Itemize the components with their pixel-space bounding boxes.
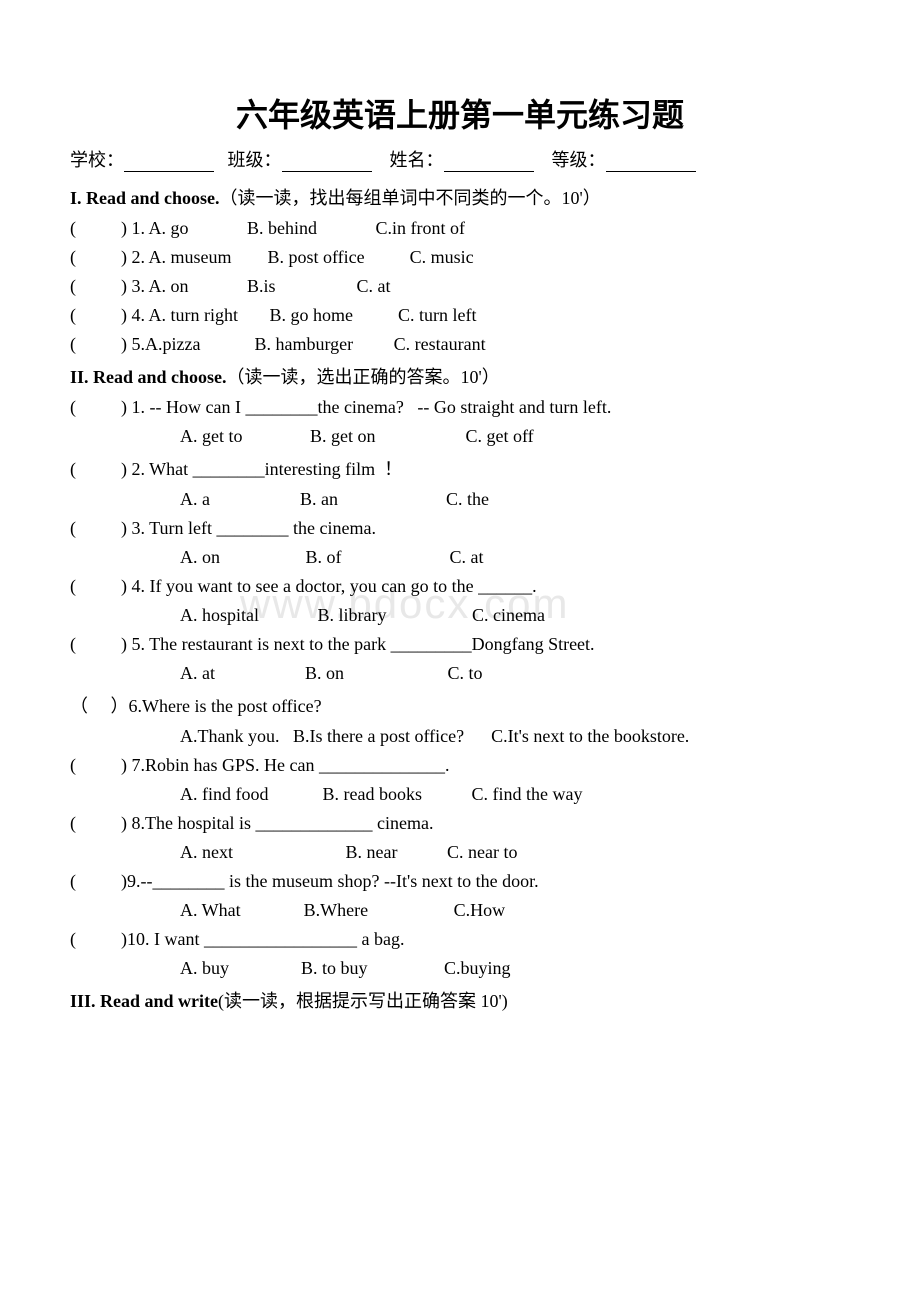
class-label: 班级： — [228, 150, 282, 170]
s2-a1: A. get to B. get on C. get off — [70, 426, 850, 447]
section-2-header: II. Read and choose.（读一读，选出正确的答案。10'） — [70, 363, 850, 389]
s2-q9: ( )9.--________ is the museum shop? --It… — [70, 871, 850, 892]
s1-q5: ( ) 5.A.pizza B. hamburger C. restaurant — [70, 334, 850, 355]
s2-a2: A. a B. an C. the — [70, 489, 850, 510]
s2-a8: A. next B. near C. near to — [70, 842, 850, 863]
s2-q5: ( ) 5. The restaurant is next to the par… — [70, 634, 850, 655]
s2-a10: A. buy B. to buy C.buying — [70, 958, 850, 979]
section-3-header-en: III. Read and write — [70, 991, 218, 1011]
student-info-line: 学校： 班级： 姓名： 等级： — [70, 146, 850, 172]
class-blank[interactable] — [282, 154, 372, 172]
s2-a6: A.Thank you. B.Is there a post office? C… — [70, 726, 850, 747]
name-blank[interactable] — [444, 154, 534, 172]
s2-q10: ( )10. I want _________________ a bag. — [70, 929, 850, 950]
s2-q8: ( ) 8.The hospital is _____________ cine… — [70, 813, 850, 834]
page-title: 六年级英语上册第一单元练习题 — [70, 90, 850, 136]
s2-a9: A. What B.Where C.How — [70, 900, 850, 921]
section-1-header-cn: （读一读，找出每组单词中不同类的一个。10'） — [220, 188, 601, 208]
section-1-header-en: I. Read and choose. — [70, 188, 220, 208]
s2-q6-paren: （ ） — [70, 696, 129, 716]
section-3-header: III. Read and write(读一读，根据提示写出正确答案 10') — [70, 987, 850, 1013]
s1-q2: ( ) 2. A. museum B. post office C. music — [70, 247, 850, 268]
s2-a5: A. at B. on C. to — [70, 663, 850, 684]
s2-a3: A. on B. of C. at — [70, 547, 850, 568]
school-label: 学校： — [70, 150, 124, 170]
s2-a4: A. hospital B. library C. cinema — [70, 605, 850, 626]
s2-q6: （ ）6.Where is the post office? — [70, 692, 850, 718]
section-2-header-cn: （读一读，选出正确的答案。10'） — [227, 367, 500, 387]
s1-q1: ( ) 1. A. go B. behind C.in front of — [70, 218, 850, 239]
section-3-header-cn: (读一读，根据提示写出正确答案 10') — [218, 991, 508, 1011]
section-2-header-en: II. Read and choose. — [70, 367, 227, 387]
s2-q2: ( ) 2. What ________interesting film ！ — [70, 455, 850, 481]
s2-a7: A. find food B. read books C. find the w… — [70, 784, 850, 805]
name-label: 姓名： — [390, 150, 444, 170]
school-blank[interactable] — [124, 154, 214, 172]
s2-q4: ( ) 4. If you want to see a doctor, you … — [70, 576, 850, 597]
s1-q4: ( ) 4. A. turn right B. go home C. turn … — [70, 305, 850, 326]
section-1-header: I. Read and choose.（读一读，找出每组单词中不同类的一个。10… — [70, 184, 850, 210]
s2-q7: ( ) 7.Robin has GPS. He can ____________… — [70, 755, 850, 776]
document-content: 六年级英语上册第一单元练习题 学校： 班级： 姓名： 等级： I. Read a… — [70, 90, 850, 1013]
s1-q3: ( ) 3. A. on B.is C. at — [70, 276, 850, 297]
s2-q6-text: 6.Where is the post office? — [129, 696, 322, 716]
s2-q3: ( ) 3. Turn left ________ the cinema. — [70, 518, 850, 539]
grade-blank[interactable] — [606, 154, 696, 172]
s2-q1: ( ) 1. -- How can I ________the cinema? … — [70, 397, 850, 418]
grade-label: 等级： — [552, 150, 606, 170]
